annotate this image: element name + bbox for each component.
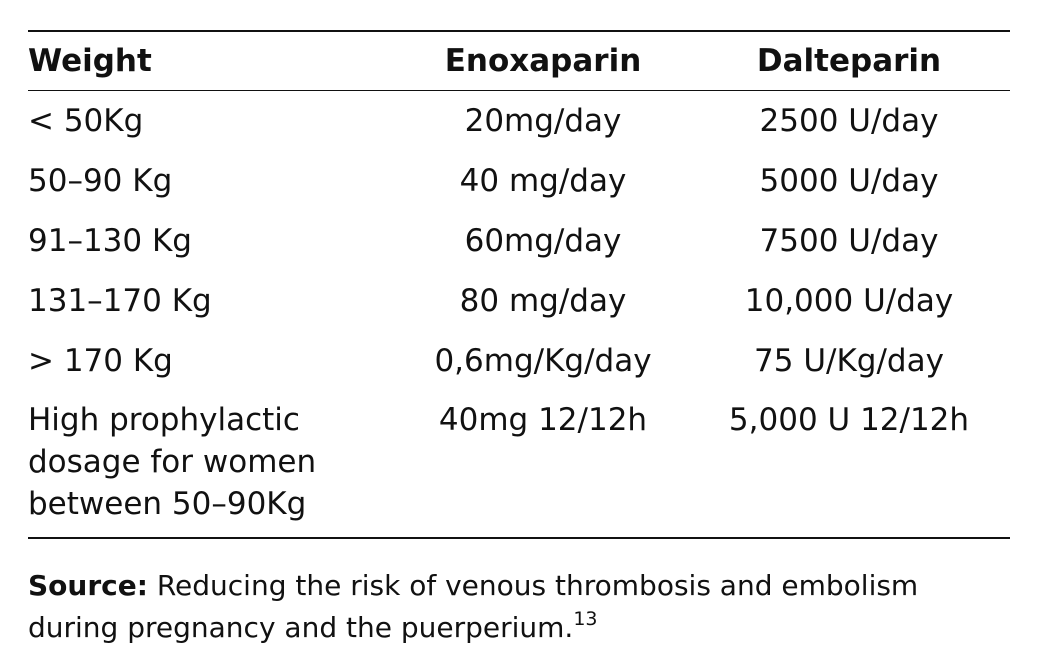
table-header-row: Weight Enoxaparin Dalteparin [28, 32, 1010, 90]
table-bottom-rule [28, 537, 1010, 539]
dosage-table-container: Weight Enoxaparin Dalteparin < 50Kg 20mg… [28, 30, 1010, 649]
header-enoxaparin: Enoxaparin [444, 43, 642, 79]
header-dalteparin: Dalteparin [756, 43, 942, 79]
cell-weight: High prophylactic dosage for women betwe… [28, 402, 317, 522]
source-text: Reducing the risk of venous thrombosis a… [28, 569, 919, 644]
cell-dalteparin: 5,000 U 12/12h [728, 402, 970, 438]
cell-enoxaparin: 40 mg/day [459, 163, 627, 199]
table-row: 91–130 Kg 60mg/day 7500 U/day [28, 211, 1010, 271]
source-label: Source: [28, 569, 148, 602]
table-top-rule [28, 30, 1010, 32]
cell-weight: 50–90 Kg [28, 163, 173, 199]
table-header-rule [28, 90, 1010, 91]
cell-enoxaparin: 20mg/day [464, 103, 622, 139]
cell-dalteparin: 2500 U/day [759, 103, 939, 139]
cell-enoxaparin: 60mg/day [464, 223, 622, 259]
cell-dalteparin: 7500 U/day [759, 223, 939, 259]
cell-weight: < 50Kg [28, 103, 144, 139]
source-reference: 13 [573, 607, 598, 630]
table-row: High prophylactic dosage for women betwe… [28, 391, 1010, 537]
table-row: 131–170 Kg 80 mg/day 10,000 U/day [28, 271, 1010, 331]
table-row: 50–90 Kg 40 mg/day 5000 U/day [28, 151, 1010, 211]
header-weight: Weight [28, 43, 152, 79]
cell-weight: > 170 Kg [28, 343, 173, 379]
cell-dalteparin: 5000 U/day [759, 163, 939, 199]
cell-weight: 91–130 Kg [28, 223, 192, 259]
table-row: < 50Kg 20mg/day 2500 U/day [28, 91, 1010, 151]
cell-enoxaparin: 80 mg/day [459, 283, 627, 319]
cell-weight: 131–170 Kg [28, 283, 212, 319]
source-note: Source: Reducing the risk of venous thro… [28, 565, 1010, 649]
dosage-table: Weight Enoxaparin Dalteparin [28, 32, 1010, 90]
dosage-table-body: < 50Kg 20mg/day 2500 U/day 50–90 Kg 40 m… [28, 91, 1010, 537]
cell-enoxaparin: 40mg 12/12h [438, 402, 648, 438]
cell-enoxaparin: 0,6mg/Kg/day [434, 343, 652, 379]
table-row: > 170 Kg 0,6mg/Kg/day 75 U/Kg/day [28, 331, 1010, 391]
cell-dalteparin: 10,000 U/day [744, 283, 954, 319]
cell-dalteparin: 75 U/Kg/day [754, 343, 944, 379]
